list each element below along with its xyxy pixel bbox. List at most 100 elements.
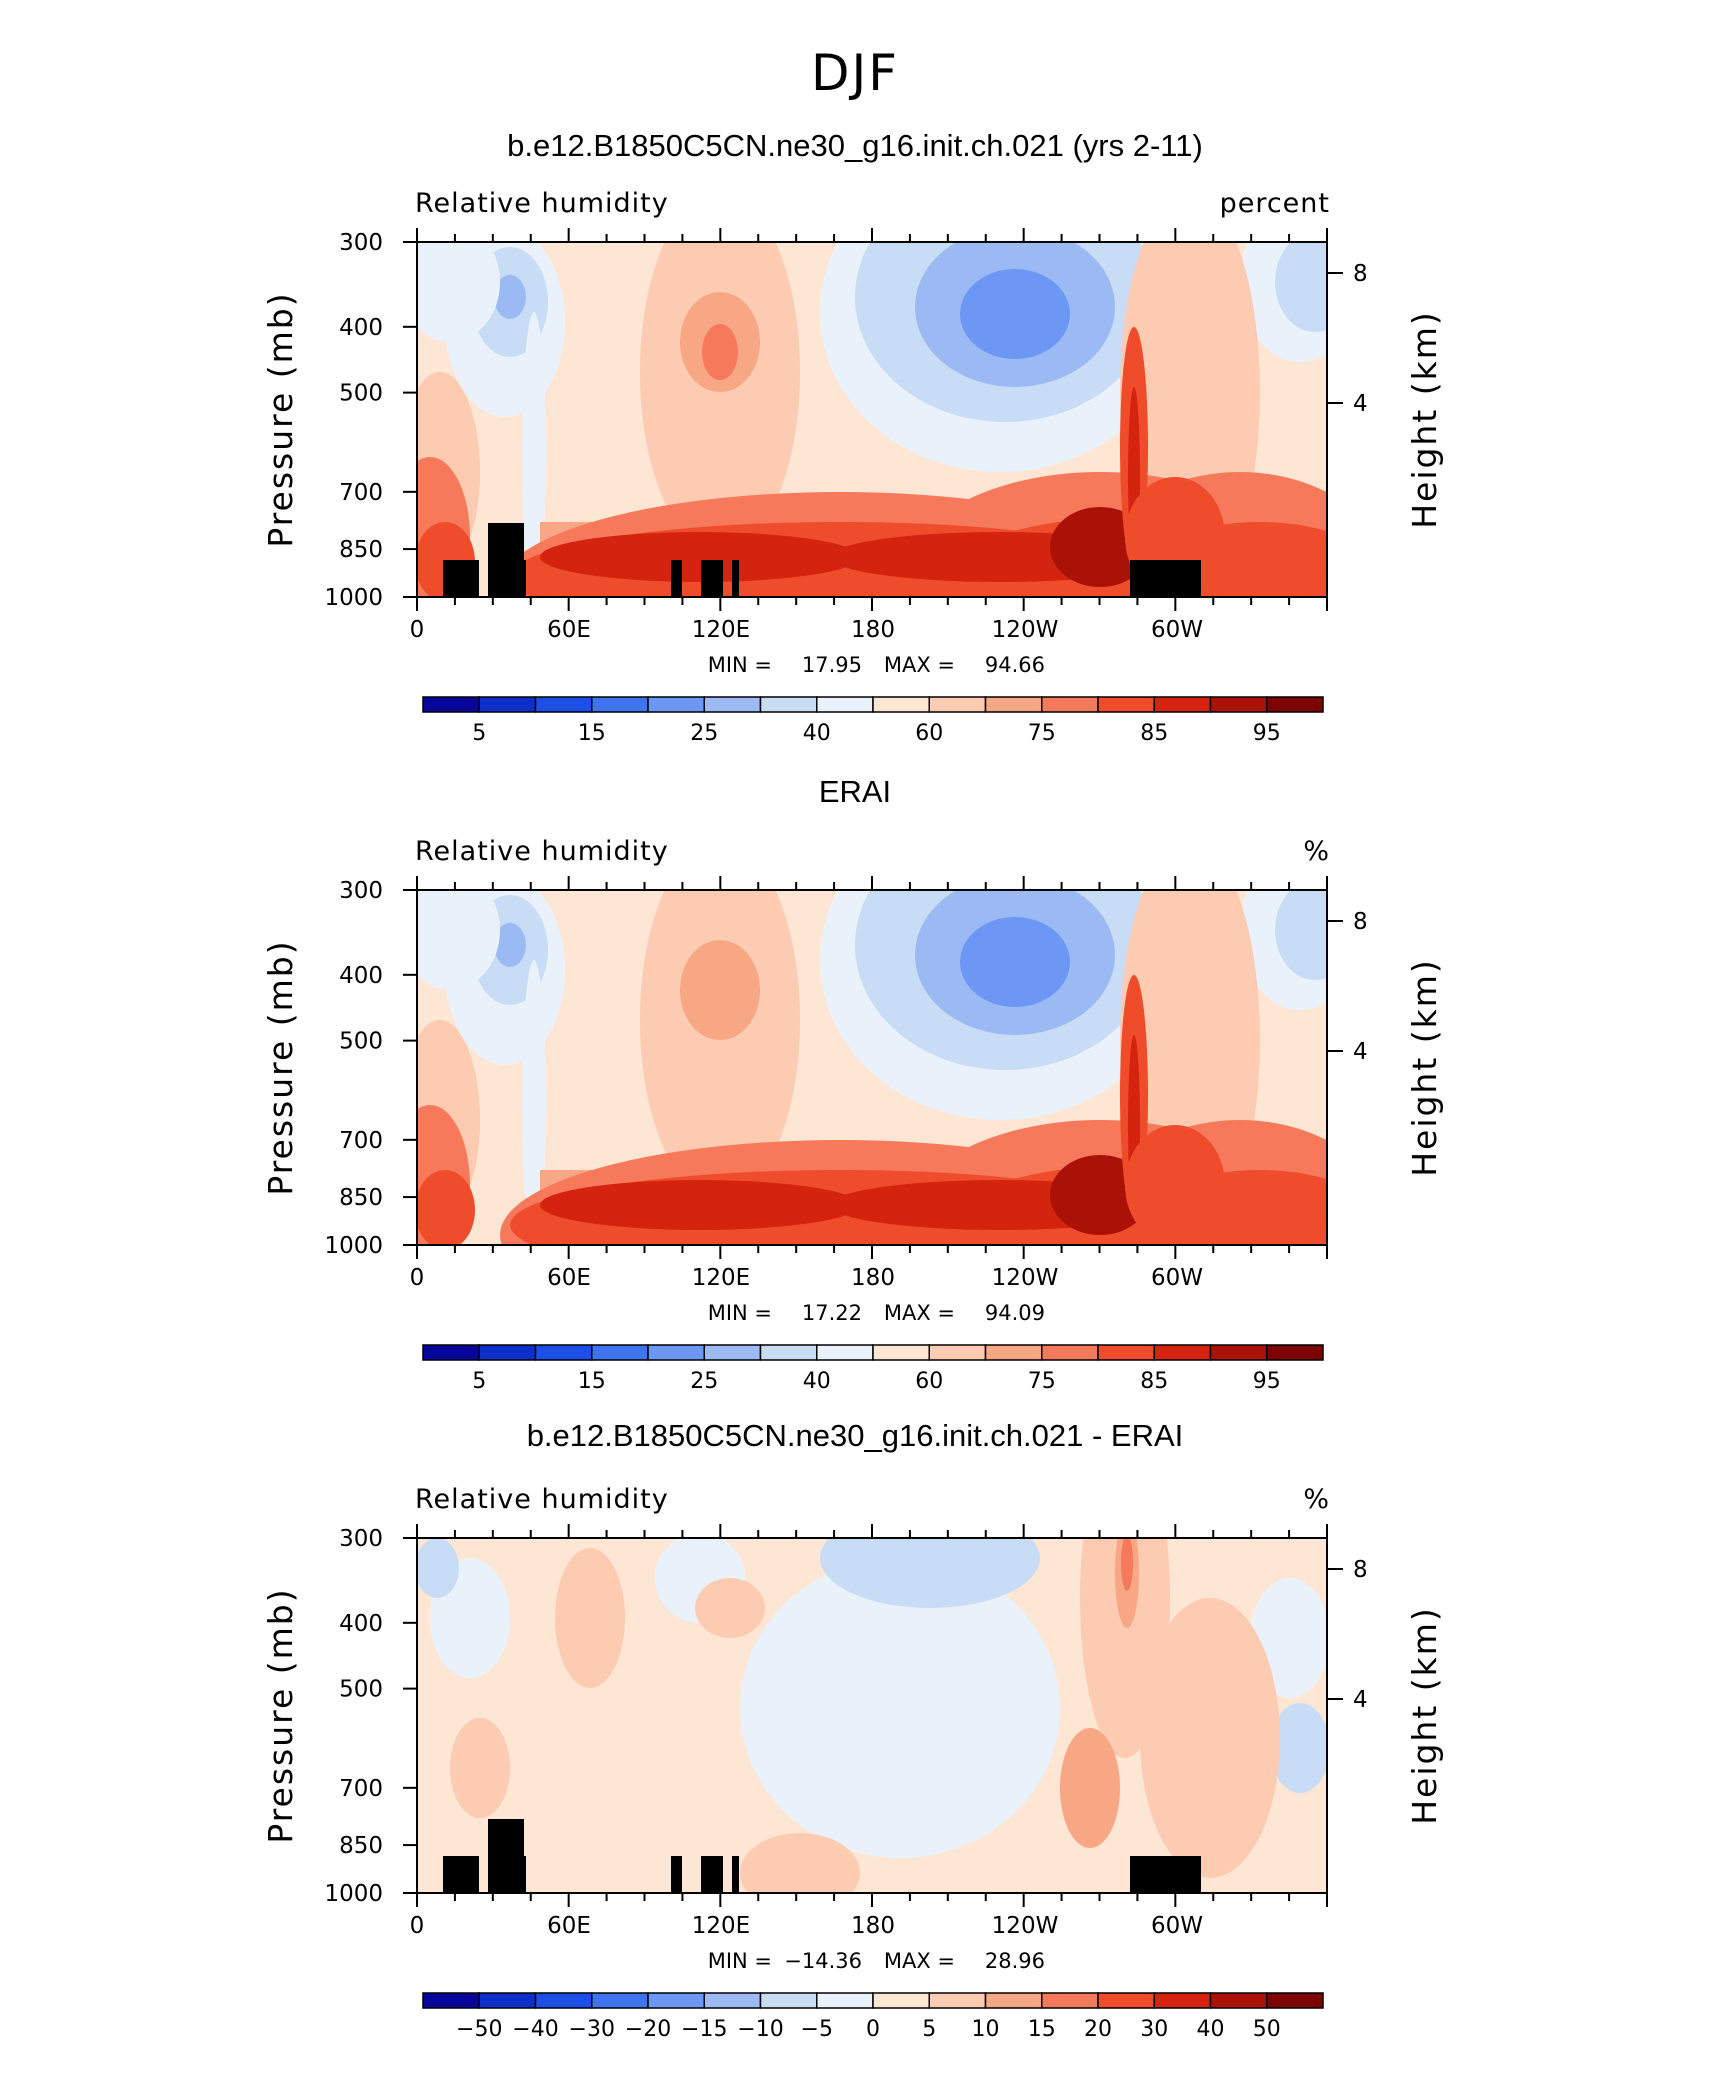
contour-region <box>1275 890 1327 980</box>
min-label: MIN = <box>708 1301 772 1325</box>
colorbar-box <box>647 1344 705 1361</box>
colorbar-box <box>703 696 762 713</box>
max-label: MAX = <box>884 1949 955 1973</box>
colorbar-box <box>759 1344 818 1361</box>
colorbar-box <box>1209 1344 1268 1361</box>
pressure-tick-label: 1000 <box>324 585 383 611</box>
colorbar-box <box>703 1992 762 2009</box>
contour-region <box>1250 1175 1327 1235</box>
lon-tick-label: 120E <box>692 1913 750 1939</box>
contour-region <box>450 1718 510 1818</box>
right-units-label: % <box>1303 836 1330 867</box>
colorbar-label: −30 <box>569 2017 615 2042</box>
lon-tick-label: 0 <box>410 1265 425 1291</box>
min-label: MIN = <box>708 1949 772 1973</box>
colorbar-box <box>872 696 930 713</box>
min-label: MIN = <box>708 653 772 677</box>
lon-tick-label: 60E <box>547 1265 591 1291</box>
contour-region <box>680 940 760 1040</box>
contour-region <box>494 923 526 967</box>
colorbar-label: −20 <box>625 2017 671 2042</box>
contour-region <box>695 1578 765 1638</box>
topography-mask <box>521 560 526 597</box>
colorbar-label: 85 <box>1140 721 1168 746</box>
colorbar-label: 60 <box>915 721 943 746</box>
lon-tick-label: 180 <box>851 1265 895 1291</box>
colorbar-label: 40 <box>803 1369 831 1394</box>
colorbar-label: 10 <box>972 2017 1000 2042</box>
height-tick-label: 8 <box>1353 1557 1368 1583</box>
contour-region <box>417 1538 459 1598</box>
colorbar-box <box>1153 1344 1212 1361</box>
colorbar-label: 0 <box>866 2017 880 2042</box>
topography-mask <box>488 523 524 597</box>
colorbar-label: 40 <box>803 721 831 746</box>
colorbar-box <box>984 696 1043 713</box>
max-label: MAX = <box>884 653 955 677</box>
colorbar-box <box>591 696 649 713</box>
colorbar-box <box>534 1992 593 2009</box>
colorbar-label: −40 <box>512 2017 558 2042</box>
colorbar-box <box>647 1992 705 2009</box>
lon-tick-label: 120W <box>992 617 1059 643</box>
colorbar-label: 40 <box>1197 2017 1225 2042</box>
colorbar-box <box>1209 696 1268 713</box>
contour-region <box>702 324 738 380</box>
height-tick-label: 4 <box>1353 1039 1368 1065</box>
contour-region <box>555 1548 625 1688</box>
colorbar-box <box>1153 1992 1212 2009</box>
colorbar-box <box>591 1992 649 2009</box>
colorbar-box <box>703 1344 762 1361</box>
lon-tick-label: 60E <box>547 617 591 643</box>
pressure-tick-label: 850 <box>339 1185 383 1211</box>
lon-tick-label: 120E <box>692 1265 750 1291</box>
pressure-tick-label: 850 <box>339 537 383 563</box>
pressure-tick-label: 500 <box>339 1677 383 1703</box>
pressure-tick-label: 1000 <box>324 1233 383 1259</box>
lon-tick-label: 180 <box>851 1913 895 1939</box>
contour-region <box>640 890 800 1200</box>
lon-tick-label: 0 <box>410 1913 425 1939</box>
max-value: 94.66 <box>985 653 1045 677</box>
colorbar-box <box>591 1344 649 1361</box>
colorbar-box <box>422 1992 480 2009</box>
figure-title: DJF <box>810 44 899 102</box>
lon-tick-label: 120W <box>992 1265 1059 1291</box>
topography-mask <box>671 1856 682 1893</box>
colorbar-label: 15 <box>578 1369 606 1394</box>
colorbar-box <box>1097 1344 1155 1361</box>
contour-region <box>540 1180 860 1230</box>
colorbar-box <box>928 1344 987 1361</box>
left-field-label: Relative humidity <box>415 1484 669 1515</box>
contour-region <box>540 532 860 582</box>
panel-2: 300 400 500 700 850 1000 0 60E 120E 180 120W 60W 8 4 P… <box>261 836 1444 1394</box>
topography-mask <box>701 560 723 597</box>
left-field-label: Relative humidity <box>415 836 669 867</box>
colorbar-box <box>1153 696 1212 713</box>
colorbar-label: 15 <box>1028 2017 1056 2042</box>
colorbar-box <box>534 1344 593 1361</box>
colorbar-box <box>816 1992 874 2009</box>
contour-region <box>1140 1598 1280 1878</box>
colorbar-label: 25 <box>690 1369 718 1394</box>
pressure-tick-label: 400 <box>339 1611 383 1637</box>
lon-tick-label: 120W <box>992 1913 1059 1939</box>
contour-region <box>1270 1703 1327 1793</box>
contour-region <box>1121 1538 1133 1591</box>
left-field-label: Relative humidity <box>415 188 669 219</box>
colorbar-box <box>1041 1344 1099 1361</box>
pressure-tick-label: 500 <box>339 1029 383 1055</box>
max-value: 94.09 <box>985 1301 1045 1325</box>
height-tick-label: 8 <box>1353 261 1368 287</box>
pressure-tick-label: 400 <box>339 315 383 341</box>
colorbar-box <box>984 1992 1043 2009</box>
contour-region <box>417 890 500 990</box>
contour-region <box>1060 1728 1120 1848</box>
topography-mask <box>443 560 479 597</box>
topography-mask <box>443 1856 479 1893</box>
contour-region <box>960 269 1070 359</box>
colorbar-box <box>478 1992 537 2009</box>
colorbar-label: 20 <box>1084 2017 1112 2042</box>
colorbar-label: 95 <box>1253 721 1281 746</box>
